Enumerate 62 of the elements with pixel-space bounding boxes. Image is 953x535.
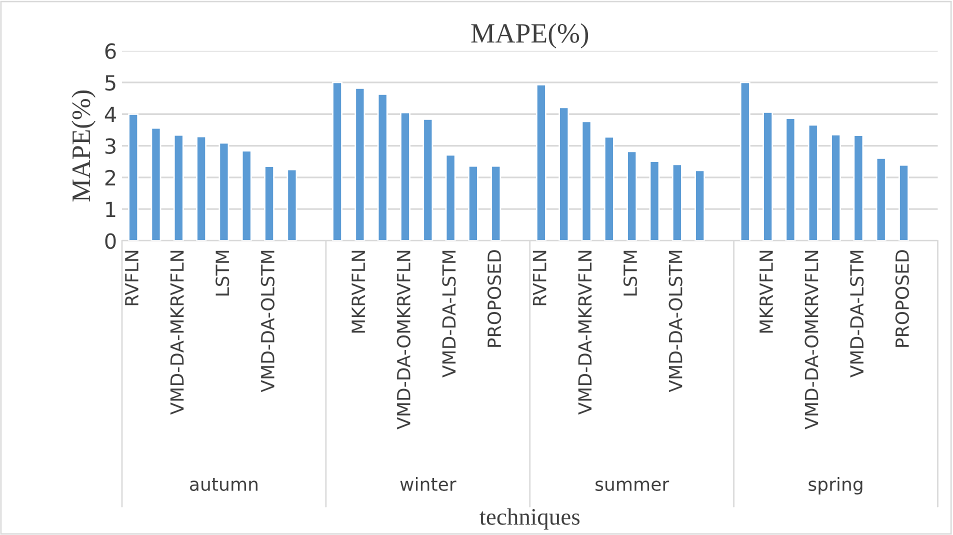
bar bbox=[150, 127, 162, 241]
x-tick-label: PROPOSED bbox=[487, 250, 502, 347]
bar bbox=[354, 87, 366, 241]
bar bbox=[490, 165, 502, 241]
x-tick-label: MKRVFLN bbox=[760, 250, 773, 333]
x-tick-label: RVFLN bbox=[125, 250, 138, 306]
bar bbox=[173, 134, 184, 241]
y-tick-label: 2 bbox=[105, 170, 116, 186]
x-tick-label: VMD-DA-LSTM bbox=[442, 250, 456, 378]
text: summer bbox=[596, 480, 670, 491]
bar bbox=[332, 82, 342, 241]
bar bbox=[604, 136, 614, 241]
y-tick-label: 1 bbox=[106, 202, 116, 218]
text: autumn bbox=[190, 478, 258, 491]
bar bbox=[740, 82, 750, 241]
bar bbox=[218, 142, 230, 241]
bar bbox=[445, 154, 456, 241]
x-tick-label: RVFLN bbox=[533, 250, 546, 306]
x-tick-label: VMD-DA-OLSTM bbox=[260, 250, 275, 392]
bar bbox=[898, 164, 909, 241]
bar bbox=[128, 113, 139, 241]
x-tick-label: VMD-DA-OMKRVFLN bbox=[396, 250, 410, 430]
bar bbox=[694, 170, 706, 241]
x-tick-label: VMD-DA-OMKRVFLN bbox=[804, 250, 818, 430]
bar bbox=[422, 118, 434, 241]
text: spring bbox=[808, 477, 862, 494]
bar bbox=[558, 106, 570, 241]
bar bbox=[853, 134, 864, 241]
bar bbox=[581, 120, 592, 241]
x-tick-label: MKRVFLN bbox=[352, 250, 365, 333]
x-tick-label: LSTM bbox=[216, 250, 230, 296]
y-tick-label: 4 bbox=[104, 106, 116, 122]
text: winter bbox=[400, 477, 456, 491]
y-tick-label: 6 bbox=[105, 43, 116, 60]
bar bbox=[241, 150, 252, 241]
bar bbox=[830, 134, 842, 241]
x-tick-label: VMD-DA-MKRVFLN bbox=[578, 250, 592, 415]
y-tick-label: 5 bbox=[105, 75, 116, 91]
x-tick-label: PROPOSED bbox=[895, 250, 909, 347]
bar bbox=[196, 136, 207, 241]
chart-title: MAPE(%) bbox=[471, 23, 588, 48]
bar bbox=[672, 164, 682, 241]
x-tick-label: VMD-DA-MKRVFLN bbox=[170, 250, 184, 415]
bar bbox=[536, 84, 546, 241]
y-tick-label: 0 bbox=[105, 233, 116, 249]
bar bbox=[785, 118, 796, 241]
bar bbox=[264, 166, 275, 241]
bar bbox=[762, 112, 774, 241]
bar bbox=[468, 165, 478, 241]
x-tick-label: VMD-DA-OLSTM bbox=[668, 250, 682, 392]
y-tick-label: 3 bbox=[105, 138, 116, 154]
bar bbox=[377, 93, 388, 241]
bar bbox=[808, 124, 818, 241]
x-tick-label: VMD-DA-LSTM bbox=[850, 250, 864, 378]
bar bbox=[400, 112, 410, 241]
bar bbox=[626, 150, 638, 241]
y-axis-title: MAPE(%) bbox=[72, 90, 96, 202]
x-tick-label: LSTM bbox=[623, 250, 638, 296]
bar bbox=[649, 160, 660, 241]
x-axis-title: techniques bbox=[480, 508, 580, 530]
bar bbox=[286, 168, 298, 241]
bar bbox=[876, 157, 886, 241]
